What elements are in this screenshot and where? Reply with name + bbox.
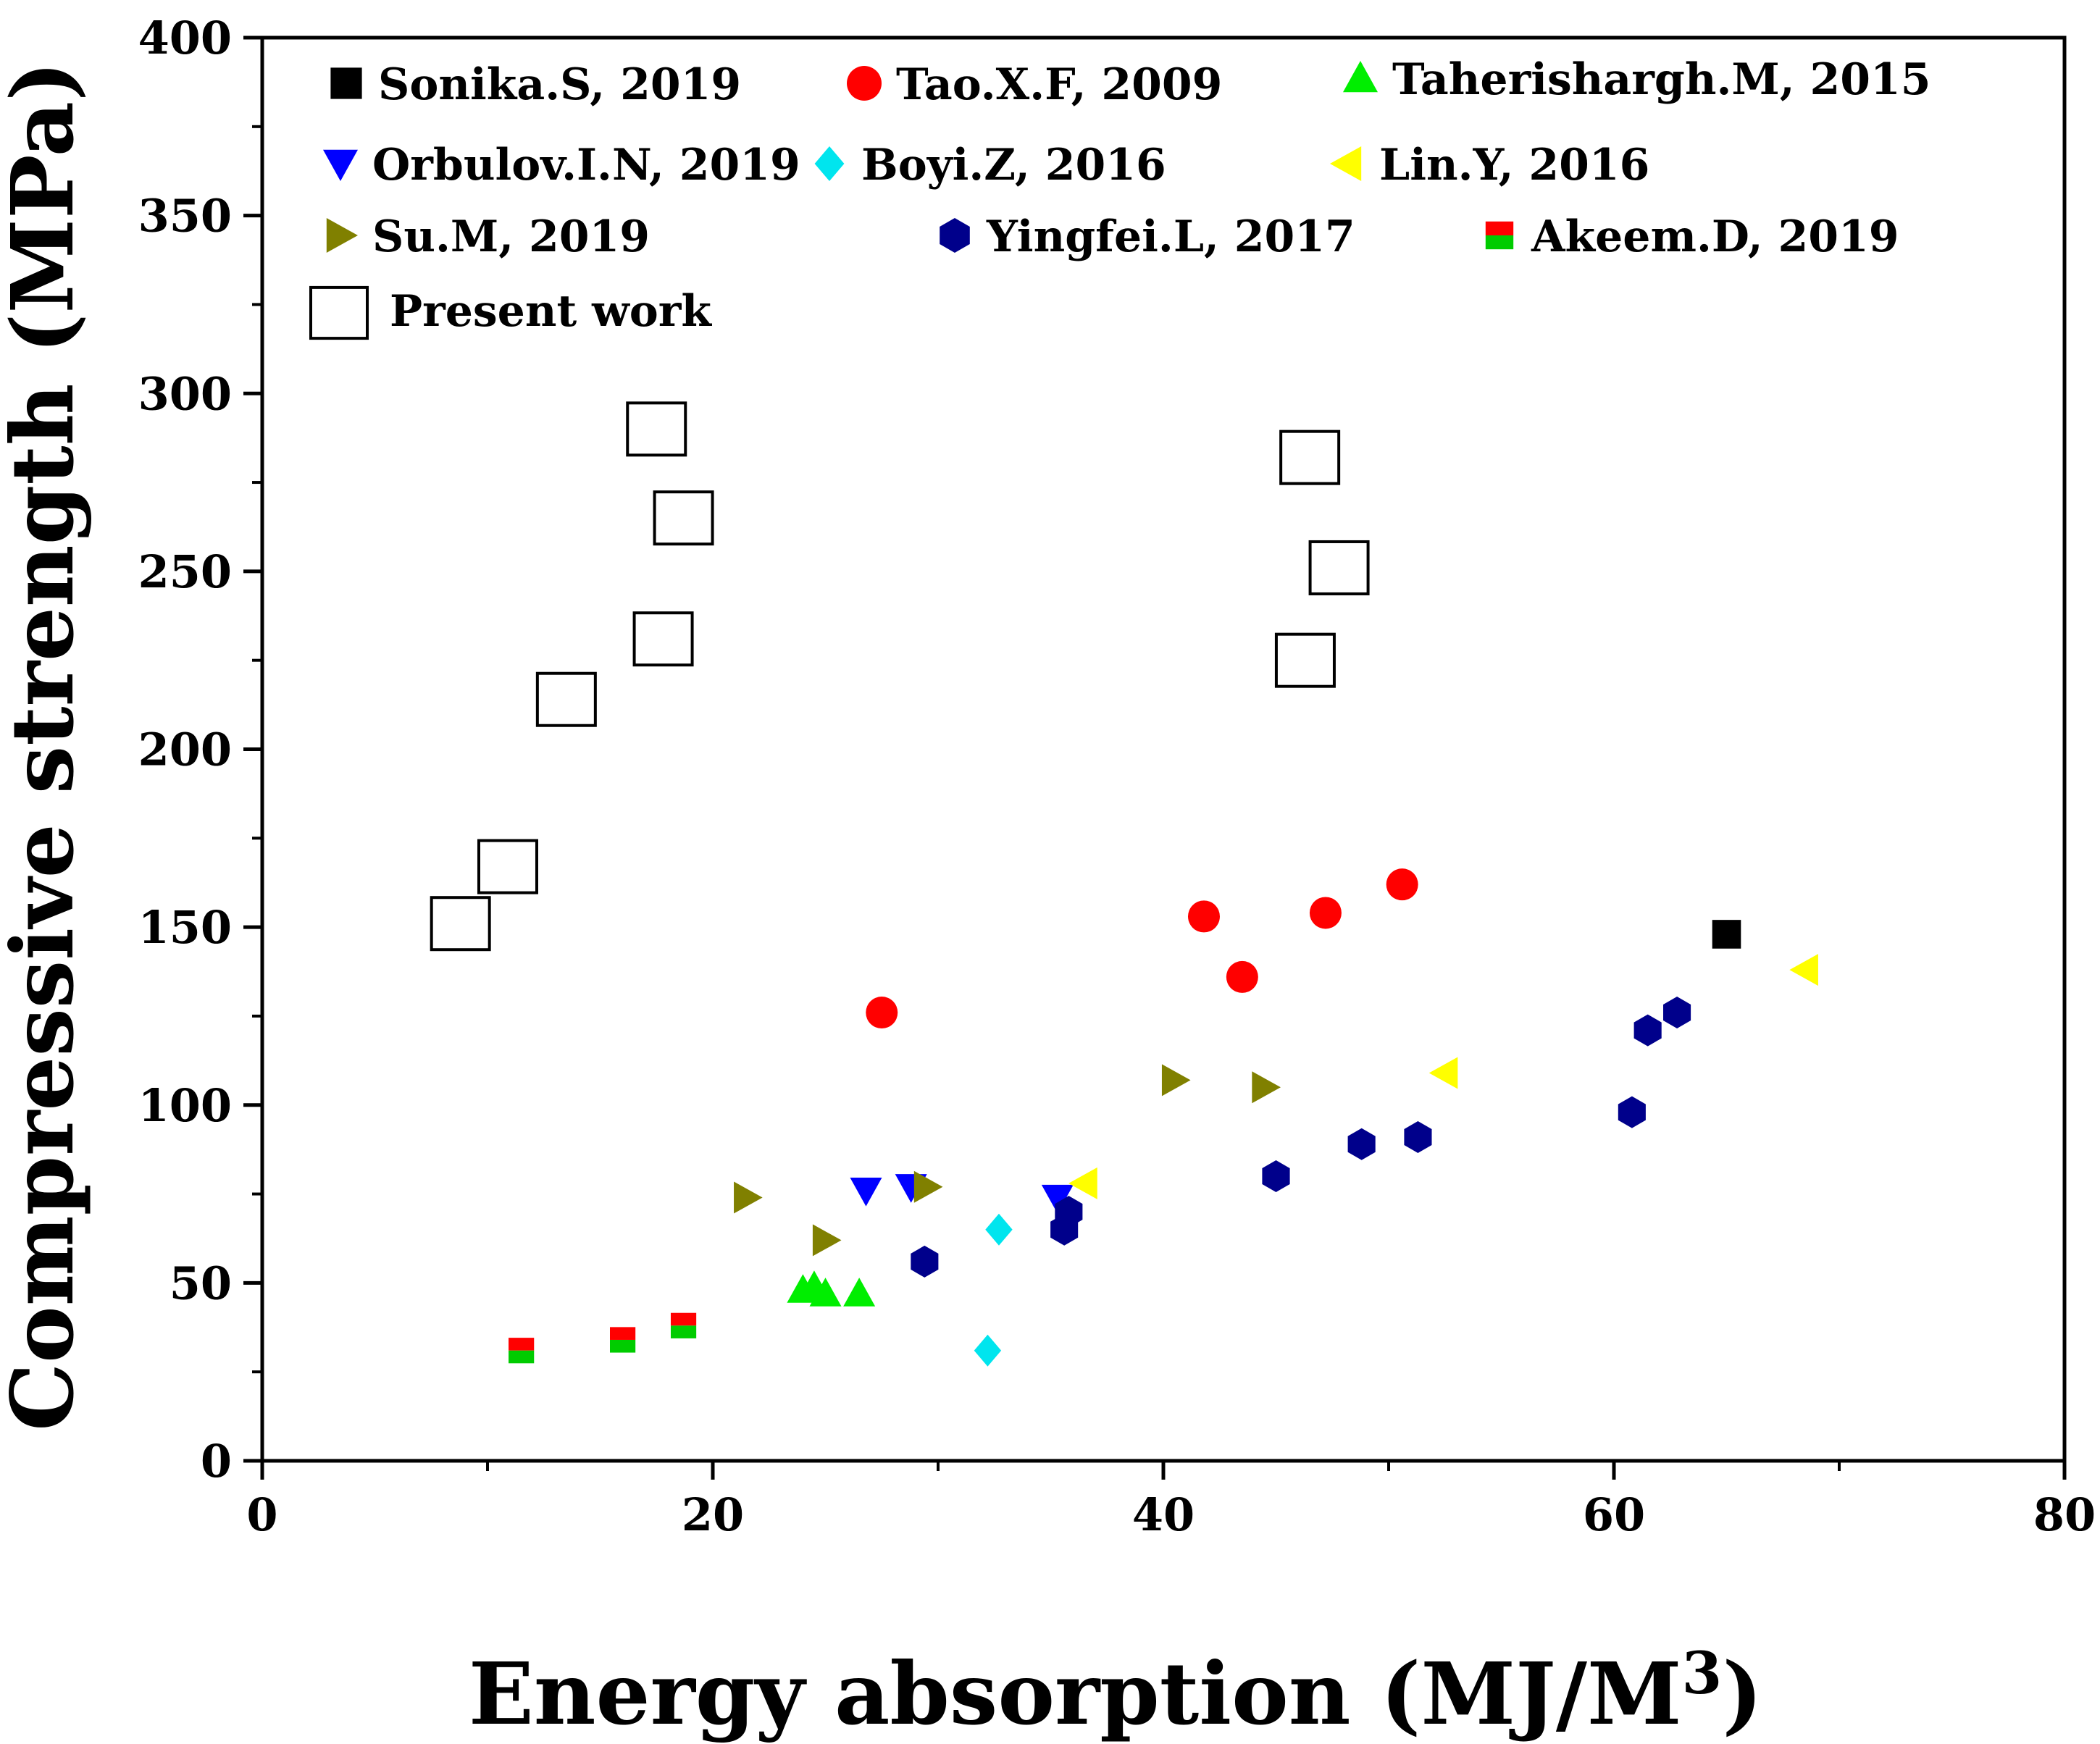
data-point [670,1312,697,1338]
data-point [985,1213,1013,1246]
data-point [1161,1064,1191,1097]
legend-label: Su.M, 2019 [372,211,650,262]
data-points [430,401,1818,1367]
y-tick-label: 250 [138,545,232,598]
data-point [1262,1160,1290,1192]
marker-bottom-half [610,1339,636,1353]
data-point [1347,1128,1376,1160]
data-point [1633,1014,1662,1047]
data-point [974,1334,1002,1367]
data-point [1055,1196,1083,1228]
data-point [850,1178,882,1207]
data-point [610,1327,636,1353]
data-point [812,1224,842,1257]
legend-marker [309,285,369,340]
data-point [1663,997,1691,1028]
data-point [1187,900,1220,933]
legend-marker [847,66,882,101]
y-tick-label: 50 [170,1257,232,1309]
legend: Sonika.S, 2019 Tao.X.F, 2009 Taherishargh.… [309,54,1931,340]
legend-label: Lin.Y, 2016 [1379,140,1649,190]
data-point [734,1181,763,1214]
data-point [1404,1121,1432,1153]
marker-top-half [509,1338,535,1351]
legend-marker [814,146,845,181]
marker-bottom-half [1485,235,1514,250]
data-point [913,1170,943,1203]
marker-bottom-half [670,1325,697,1338]
data-point [1428,1057,1458,1089]
data-point [509,1338,535,1364]
data-point [535,671,597,727]
marker-bottom-half [509,1350,535,1364]
legend-label: Taherishargh.M, 2015 [1392,54,1931,105]
legend-label: Sonika.S, 2019 [378,59,741,110]
y-tick-label: 300 [138,367,232,420]
data-point [911,1245,939,1278]
data-point [1274,632,1336,688]
legend-marker [1330,146,1362,181]
legend-label: Akeem.D, 2019 [1531,211,1899,262]
y-tick-label: 150 [138,901,232,954]
data-point [430,896,491,952]
data-point [1226,960,1258,993]
y-tick-label: 100 [138,1079,232,1132]
marker-top-half [610,1327,636,1340]
data-point [843,1278,876,1307]
data-point [1386,868,1418,901]
data-point [1712,920,1741,949]
legend-marker [330,67,362,99]
x-tick-label: 20 [682,1488,744,1541]
data-point [632,611,694,667]
y-tick-label: 400 [138,12,232,64]
legend-label: Present work [390,286,712,337]
legend-label: Boyi.Z, 2016 [861,140,1166,190]
data-point [1252,1071,1281,1104]
legend-marker [326,218,358,253]
data-point [1308,540,1370,595]
y-tick-label: 350 [138,190,232,243]
legend-marker [1343,61,1378,93]
y-tick-label: 200 [138,724,232,776]
data-point [866,997,898,1029]
x-axis-title: Energy absorption (MJ/M3) [469,1639,1762,1744]
data-point [1309,897,1342,929]
axis-ticks: 0 20 40 60 80 0 50 100 150 200 250 300 350 400 [138,12,2096,1541]
legend-label: Yingfei.L, 2017 [986,211,1355,262]
x-tick-label: 60 [1583,1488,1645,1541]
data-point [1279,429,1341,485]
x-tick-label: 0 [246,1488,277,1541]
x-tick-label: 40 [1132,1488,1195,1541]
y-axis-title: Compressive strength (MPa) [0,61,93,1431]
x-tick-label: 80 [2033,1488,2096,1541]
data-point [477,839,538,894]
data-point [1068,1167,1097,1199]
legend-marker [1485,221,1514,250]
marker-top-half [1485,221,1514,235]
y-tick-label: 0 [201,1435,232,1488]
legend-label: Tao.X.F, 2009 [896,59,1222,110]
data-point [1618,1096,1646,1128]
legend-marker [940,218,970,253]
data-point [653,490,714,546]
data-point [626,401,687,457]
data-point [1041,1184,1074,1214]
data-point [809,1278,842,1307]
legend-label: Orbulov.I.N, 2019 [372,140,800,190]
data-point [1789,954,1818,986]
legend-marker [323,149,358,181]
marker-top-half [670,1312,697,1326]
